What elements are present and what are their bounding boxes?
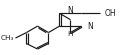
Text: CH₃: CH₃ (0, 35, 14, 41)
Text: OH: OH (104, 9, 116, 18)
Text: H: H (68, 31, 73, 37)
Text: N: N (68, 6, 73, 15)
Text: N: N (87, 22, 93, 31)
